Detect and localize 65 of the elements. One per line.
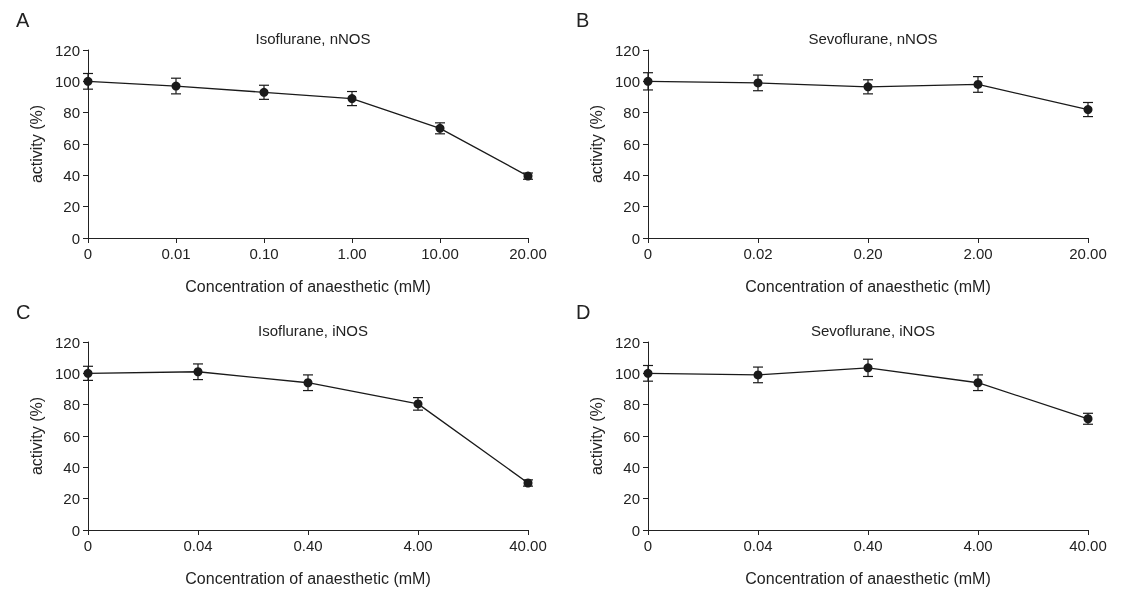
chart-title: Sevoflurane, nNOS	[808, 30, 938, 47]
x-tick-label: 2.00	[963, 245, 993, 262]
x-tick-label: 1.00	[337, 245, 367, 262]
y-tick-label: 60	[623, 427, 640, 445]
y-tick-label: 100	[54, 72, 80, 90]
y-tick-label: 20	[63, 198, 80, 216]
y-tick-label: 40	[63, 166, 80, 184]
x-tick-label: 40.00	[509, 537, 547, 554]
x-tick-label: 0.10	[249, 245, 279, 262]
x-tick-label: 20.00	[1069, 245, 1107, 262]
text: D	[576, 301, 591, 323]
y-tick-label: 0	[631, 521, 640, 539]
y-axis-title: activity (%)	[27, 104, 45, 184]
y-tick-label: 0	[71, 229, 80, 247]
x-axis-title: Concentration of anaesthetic (mM)	[185, 277, 431, 295]
y-tick-label: 80	[623, 104, 640, 122]
x-tick-label: 0.40	[293, 537, 323, 554]
y-tick-label: 80	[63, 396, 80, 414]
y-tick-label: 120	[54, 41, 80, 59]
x-tick-label: 10.00	[421, 245, 459, 262]
y-tick-label: 40	[63, 458, 80, 476]
y-tick-label: 60	[63, 135, 80, 153]
x-tick-label: 0.04	[183, 537, 213, 554]
y-tick-label: 40	[623, 458, 640, 476]
y-tick-label: 20	[63, 490, 80, 508]
x-tick-label: 0.04	[743, 537, 773, 554]
text: C	[16, 301, 31, 323]
y-tick-label: 0	[631, 229, 640, 247]
y-tick-label: 20	[623, 198, 640, 216]
x-tick-label: 0.01	[161, 245, 191, 262]
x-tick-label: 20.00	[509, 245, 547, 262]
x-tick-label: 4.00	[403, 537, 433, 554]
x-axis-title: Concentration of anaesthetic (mM)	[745, 277, 991, 295]
x-tick-label: 0.02	[743, 245, 773, 262]
x-axis-title: Concentration of anaesthetic (mM)	[745, 569, 991, 587]
y-tick-label: 120	[614, 41, 640, 59]
y-tick-label: 80	[623, 396, 640, 414]
chart-title: Isoflurane, nNOS	[255, 30, 371, 47]
y-tick-label: 120	[614, 333, 640, 351]
x-tick-label: 4.00	[963, 537, 993, 554]
y-tick-label: 80	[63, 104, 80, 122]
y-axis-title: activity (%)	[27, 396, 45, 476]
y-tick-label: 100	[614, 72, 640, 90]
y-tick-label: 0	[71, 521, 80, 539]
y-axis-title: activity (%)	[587, 396, 605, 476]
x-tick-label: 0.20	[853, 245, 883, 262]
y-tick-label: 100	[614, 364, 640, 382]
y-tick-label: 120	[54, 333, 80, 351]
text: B	[576, 9, 590, 31]
y-tick-label: 20	[623, 490, 640, 508]
x-tick-label: 0.40	[853, 537, 883, 554]
x-axis-title: Concentration of anaesthetic (mM)	[185, 569, 431, 587]
x-tick-label: 0	[83, 245, 93, 262]
y-tick-label: 100	[54, 364, 80, 382]
y-tick-label: 60	[623, 135, 640, 153]
text: A	[16, 9, 30, 31]
y-tick-label: 60	[63, 427, 80, 445]
chart-title: Isoflurane, iNOS	[257, 322, 369, 339]
chart-title: Sevoflurane, iNOS	[810, 322, 936, 339]
x-tick-label: 0	[643, 537, 653, 554]
x-tick-label: 40.00	[1069, 537, 1107, 554]
x-tick-label: 0	[643, 245, 653, 262]
y-tick-label: 40	[623, 166, 640, 184]
x-tick-label: 0	[83, 537, 93, 554]
y-axis-title: activity (%)	[587, 104, 605, 184]
